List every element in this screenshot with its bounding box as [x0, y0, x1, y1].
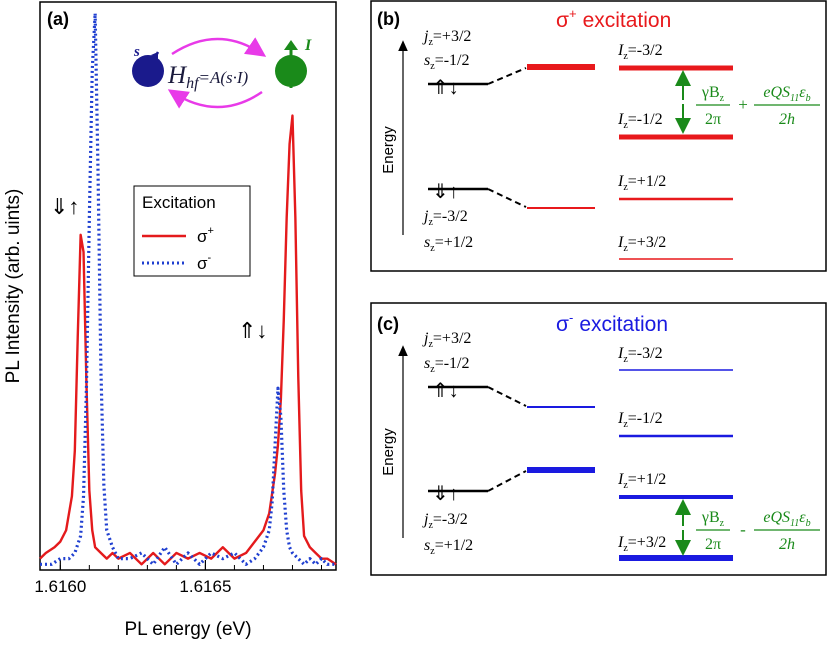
energy-label-c: Energy [380, 428, 397, 476]
upper-connector-b [487, 67, 527, 85]
left-peak-spin-label: ⇓↑ [50, 194, 79, 219]
legend: Excitation σ+ σ- [133, 185, 251, 277]
nuclear-level-label-c-2: Iz=-1/2 [617, 410, 663, 430]
svg-text:eQS11εb: eQS11εb [763, 84, 810, 104]
svg-text:γBz: γBz [701, 509, 725, 529]
lower-s-label-b: sz=+1/2 [424, 234, 473, 254]
svg-text:+: + [738, 95, 748, 114]
y-axis-label: PL Intensity (arb. uints) [3, 189, 24, 384]
svg-text:2h: 2h [779, 111, 795, 128]
splitting-formula-c: γBz 2π - eQS11εb 2h [696, 509, 820, 553]
panel-c: (c) σ-excitation Energy jz=+3/2 sz=-1/2 … [370, 302, 827, 576]
x-tick-label: 1.6165 [179, 577, 231, 596]
svg-text:2π: 2π [705, 536, 721, 553]
legend-entry-sigma-minus: σ- [197, 252, 212, 273]
panel-label-a: (a) [47, 9, 69, 29]
svg-text:eQS11εb: eQS11εb [763, 509, 810, 529]
coupling-arrow-bottom [167, 89, 263, 109]
panel-label-b: (b) [377, 9, 400, 29]
upper-spin-c: ⇑↓ [432, 380, 459, 402]
splitting-formula-b: γBz 2π + eQS11εb 2h [696, 84, 820, 128]
panel-b-frame [370, 0, 827, 272]
svg-text:-: - [740, 520, 746, 539]
svg-text:2h: 2h [779, 536, 795, 553]
upper-j-label-b: jz=+3/2 [422, 28, 471, 48]
lower-j-label-b: jz=-3/2 [422, 208, 468, 228]
legend-title: Excitation [142, 193, 216, 212]
upper-connector-c [487, 386, 527, 407]
nuclear-level-label-c-4: Iz=+3/2 [617, 534, 666, 554]
coupling-arrow-top [171, 37, 267, 57]
svg-text:2π: 2π [705, 111, 721, 128]
lower-spin-c: ⇓↑ [432, 483, 459, 505]
panel-label-c: (c) [377, 314, 399, 334]
upper-s-label-b: sz=-1/2 [424, 52, 469, 72]
right-peak-spin-label: ⇑↓ [238, 318, 267, 343]
nucleus-label: I [304, 37, 312, 54]
x-axis-label: PL energy (eV) [124, 619, 251, 640]
upper-j-label-c: jz=+3/2 [422, 330, 471, 350]
upper-spin-b: ⇑↓ [432, 77, 459, 99]
panel-c-title: σ-excitation [556, 310, 668, 336]
x-tick-label: 1.6160 [34, 577, 86, 596]
lower-s-label-c: sz=+1/2 [424, 537, 473, 557]
legend-entry-sigma-plus: σ+ [197, 225, 214, 246]
panel-b: (b) σ+ excitation Energy jz=+3/2 sz=-1/2 … [370, 0, 827, 272]
hamiltonian-inset: s I Hhf=A(s·I) [132, 37, 312, 109]
nuclear-level-label-b-4: Iz=+3/2 [617, 234, 666, 254]
lower-connector-c [487, 470, 527, 492]
svg-text:γBz: γBz [701, 84, 725, 104]
nuclear-level-label-b-1: Iz=-3/2 [617, 42, 663, 62]
panel-b-title: σ+ excitation [556, 6, 671, 32]
nuclear-level-label-b-3: Iz=+1/2 [617, 173, 666, 193]
panel-c-frame [370, 302, 827, 576]
nuclear-level-label-b-2: Iz=-1/2 [617, 111, 663, 131]
nuclear-level-label-c-3: Iz=+1/2 [617, 471, 666, 491]
panel-a: 1.6160 1.6165 (a) PL energy (eV) PL Inten… [3, 1, 337, 640]
upper-s-label-c: sz=-1/2 [424, 355, 469, 375]
plot-frame [39, 1, 337, 571]
hamiltonian-equation: Hhf=A(s·I) [167, 62, 249, 92]
energy-label-b: Energy [380, 126, 397, 174]
series-group [39, 11, 337, 566]
series-line-sigma-plus [39, 114, 337, 566]
legend-box [133, 185, 251, 277]
lower-spin-b: ⇓↑ [432, 181, 459, 203]
lower-connector-b [487, 188, 527, 208]
electron-label: s [133, 44, 140, 60]
x-ticks: 1.6160 1.6165 [34, 560, 322, 596]
nuclear-level-label-c-1: Iz=-3/2 [617, 345, 663, 365]
lower-j-label-c: jz=-3/2 [422, 511, 468, 531]
